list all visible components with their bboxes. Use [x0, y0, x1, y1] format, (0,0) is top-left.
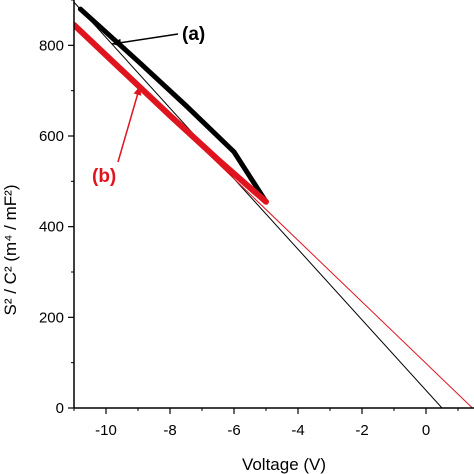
series-0-fit-line — [74, 1, 443, 408]
series-1-point — [119, 68, 125, 73]
x-tick-label: 0 — [422, 422, 430, 439]
series-1-point — [263, 199, 269, 204]
y-tick-label: 600 — [39, 128, 64, 145]
annotation-label: (b) — [92, 166, 116, 187]
annotation-0: (a) — [111, 24, 205, 47]
annotation-arrowhead — [133, 86, 142, 96]
x-tick-label: -4 — [291, 422, 304, 439]
x-tick-label: -6 — [227, 422, 240, 439]
series-layer — [74, 1, 473, 408]
series-1-point — [167, 113, 173, 118]
x-tick-label: -8 — [163, 422, 176, 439]
label-layer: -10 -8 -6 -4 -2 0 0 200 400 600 800 Voltage (V) S² /… — [1, 24, 430, 474]
series-0-point — [183, 103, 189, 108]
annotation-1: (b) — [92, 85, 142, 187]
series-1-point — [215, 157, 221, 162]
series-0-point — [78, 6, 83, 12]
series-0 — [74, 1, 443, 408]
y-axis-title: S² / C² (m⁴ / mF²) — [1, 185, 20, 316]
axes-layer — [68, 0, 474, 414]
x-axis-title: Voltage (V) — [242, 455, 326, 474]
series-0-point — [231, 149, 237, 155]
y-tick-label: 0 — [56, 400, 64, 417]
annotation-arrow — [117, 85, 141, 163]
series-0-point — [135, 59, 141, 64]
x-tick-label: -10 — [95, 422, 117, 439]
y-tick-label: 800 — [39, 37, 64, 54]
annotation-arrowhead — [112, 38, 122, 47]
y-tick-label: 200 — [39, 309, 64, 326]
y-tick-label: 400 — [39, 219, 64, 236]
annotation-arrow — [111, 33, 179, 45]
series-1 — [74, 21, 473, 408]
annotation-label: (a) — [182, 24, 205, 45]
x-tick-label: -2 — [355, 422, 368, 439]
